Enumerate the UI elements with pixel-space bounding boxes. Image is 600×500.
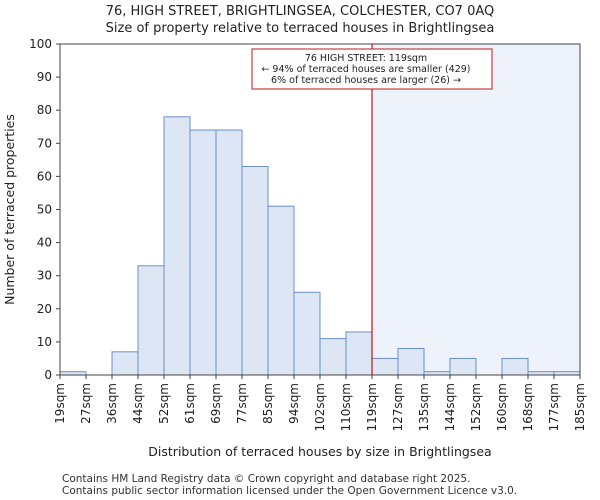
bar-119sqm bbox=[371, 357, 399, 376]
bar-85sqm bbox=[267, 205, 295, 376]
annotation-line-2: ← 94% of terraced houses are smaller (42… bbox=[261, 64, 470, 75]
y-axis-label: Number of terraced properties bbox=[2, 114, 17, 305]
highlight-region bbox=[372, 44, 580, 375]
bar-127sqm bbox=[397, 348, 425, 376]
footer-line-1: Contains HM Land Registry data © Crown c… bbox=[62, 473, 471, 485]
bar-94sqm bbox=[293, 291, 321, 376]
x-tick-label-69sqm: 69sqm bbox=[209, 383, 223, 424]
x-tick-label-52sqm: 52sqm bbox=[157, 383, 171, 424]
footer-line-2: Contains public sector information licen… bbox=[62, 485, 518, 497]
y-tick-label-80: 80 bbox=[37, 103, 52, 117]
bar-52sqm bbox=[163, 116, 191, 376]
y-tick-label-100: 100 bbox=[29, 37, 52, 51]
x-tick-label-77sqm: 77sqm bbox=[235, 383, 249, 424]
y-tick-label-60: 60 bbox=[37, 169, 52, 183]
bar-69sqm bbox=[215, 129, 243, 376]
x-tick-label-94sqm: 94sqm bbox=[287, 383, 301, 424]
x-tick-label-85sqm: 85sqm bbox=[261, 383, 275, 424]
x-tick-label-36sqm: 36sqm bbox=[105, 383, 119, 424]
chart-title-line-2: Size of property relative to terraced ho… bbox=[105, 21, 495, 36]
x-tick-label-19sqm: 19sqm bbox=[53, 383, 67, 424]
bar-61sqm bbox=[189, 129, 217, 376]
y-tick-label-10: 10 bbox=[37, 335, 52, 349]
x-tick-label-152sqm: 152sqm bbox=[469, 383, 483, 431]
y-tick-label-40: 40 bbox=[37, 236, 52, 250]
y-tick-label-0: 0 bbox=[44, 368, 52, 382]
annotation-box bbox=[251, 48, 493, 90]
annotation-line-1: 76 HIGH STREET: 119sqm bbox=[305, 53, 427, 64]
x-tick-label-160sqm: 160sqm bbox=[495, 383, 509, 431]
annotation-line-3: 6% of terraced houses are larger (26) → bbox=[271, 75, 461, 86]
x-tick-label-177sqm: 177sqm bbox=[547, 383, 561, 431]
x-axis-label: Distribution of terraced houses by size … bbox=[148, 444, 491, 459]
bar-110sqm bbox=[345, 331, 373, 376]
y-tick-label-70: 70 bbox=[37, 136, 52, 150]
x-tick-label-135sqm: 135sqm bbox=[417, 383, 431, 431]
chart-title-line-1: 76, HIGH STREET, BRIGHTLINGSEA, COLCHEST… bbox=[105, 4, 495, 19]
x-tick-label-102sqm: 102sqm bbox=[313, 383, 327, 431]
bar-77sqm bbox=[241, 165, 269, 376]
x-tick-label-61sqm: 61sqm bbox=[183, 383, 197, 424]
x-tick-label-119sqm: 119sqm bbox=[365, 383, 379, 431]
x-tick-label-44sqm: 44sqm bbox=[131, 383, 145, 424]
x-tick-label-27sqm: 27sqm bbox=[79, 383, 93, 424]
x-tick-label-127sqm: 127sqm bbox=[391, 383, 405, 431]
y-tick-label-20: 20 bbox=[37, 302, 52, 316]
bar-36sqm bbox=[111, 351, 139, 376]
x-tick-label-110sqm: 110sqm bbox=[339, 383, 353, 431]
bar-44sqm bbox=[137, 265, 165, 376]
bar-144sqm bbox=[449, 357, 477, 376]
x-tick-label-168sqm: 168sqm bbox=[521, 383, 535, 431]
y-tick-label-30: 30 bbox=[37, 269, 52, 283]
x-tick-label-144sqm: 144sqm bbox=[443, 383, 457, 431]
y-tick-label-50: 50 bbox=[37, 203, 52, 217]
bar-160sqm bbox=[501, 357, 529, 376]
x-tick-label-185sqm: 185sqm bbox=[573, 383, 587, 431]
y-tick-label-90: 90 bbox=[37, 70, 52, 84]
bar-102sqm bbox=[319, 338, 347, 376]
